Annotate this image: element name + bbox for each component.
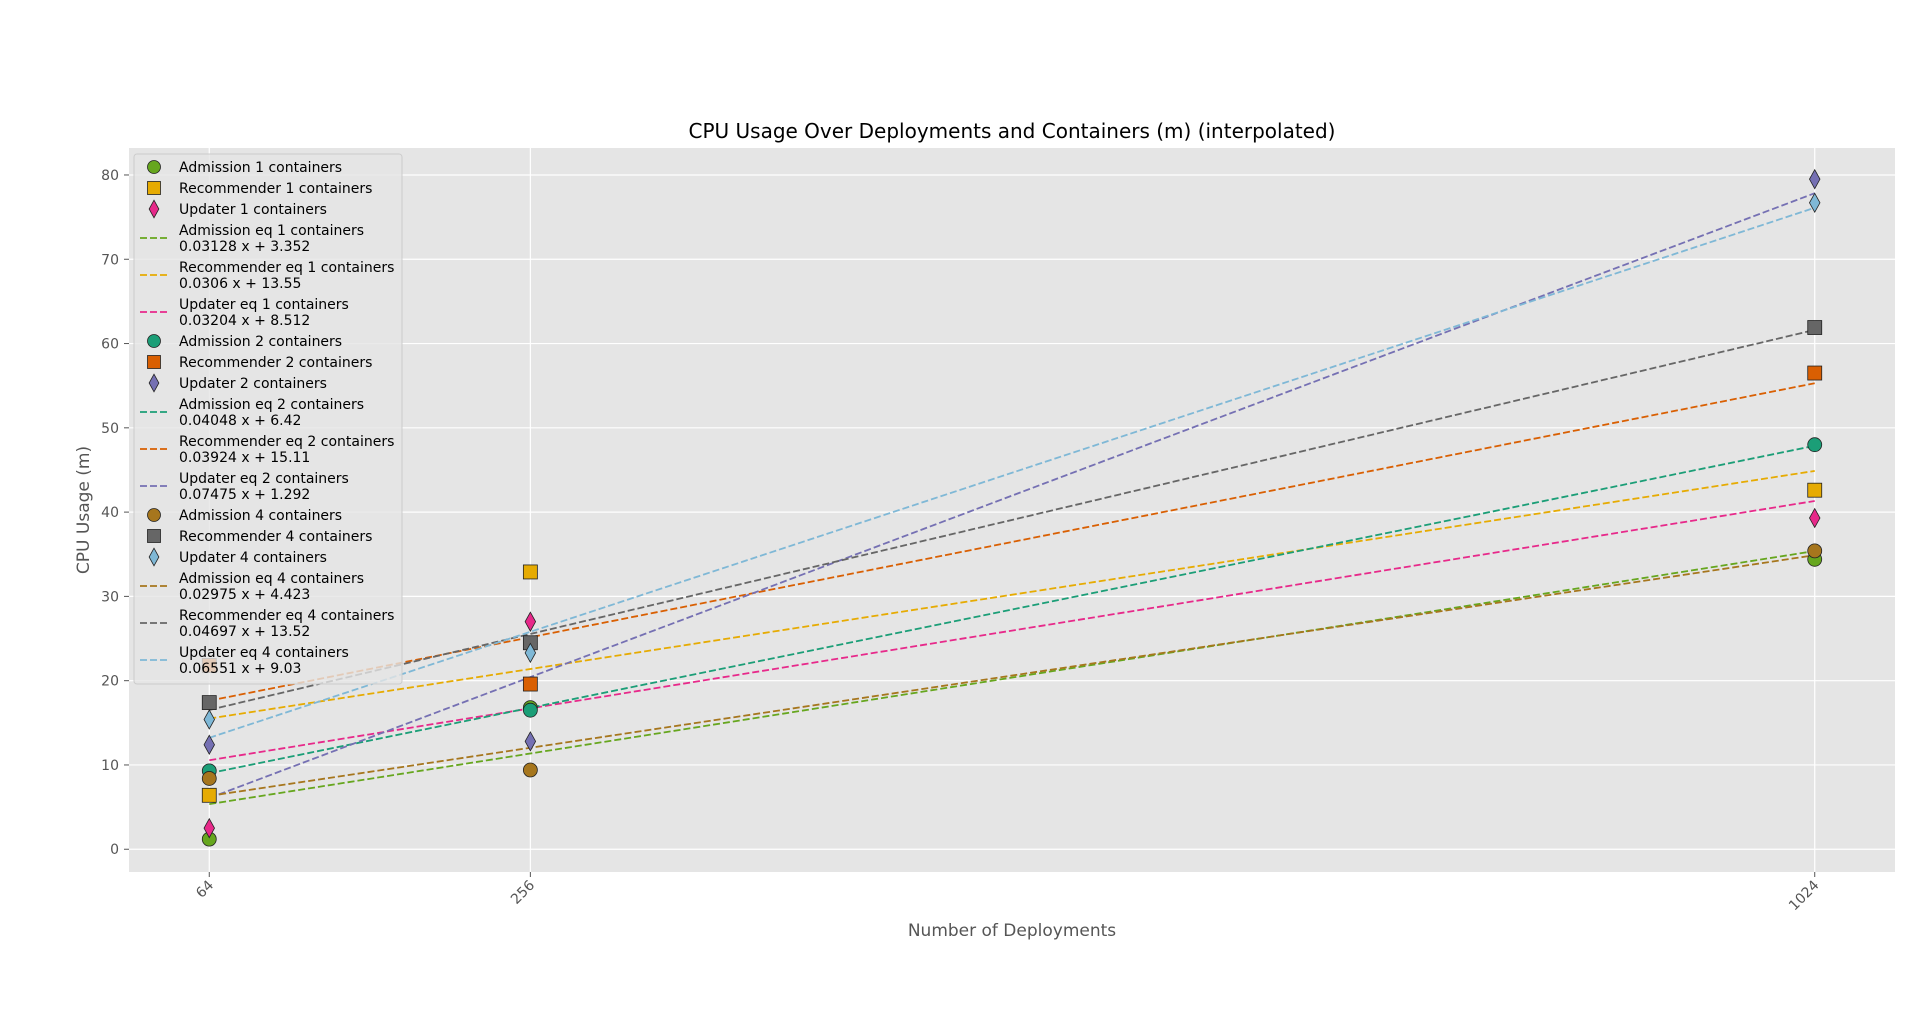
data-point <box>524 731 537 752</box>
fit-line <box>209 470 1815 720</box>
legend-label: Updater eq 1 containers <box>179 297 349 313</box>
legend-equation: 0.02975 x + 4.423 <box>179 587 310 603</box>
legend-label: Updater 1 containers <box>179 202 327 218</box>
y-tick-label: 50 <box>101 421 119 437</box>
x-axis-ticks: 64 256 1024 <box>193 872 1823 914</box>
legend-box <box>133 153 403 685</box>
data-point <box>1809 168 1821 190</box>
legend-marker <box>147 355 161 369</box>
y-tick-label: 10 <box>101 758 119 774</box>
legend-marker <box>148 373 160 393</box>
legend-label: Recommender 1 containers <box>179 181 372 197</box>
legend-marker <box>147 529 161 543</box>
legend-label: Admission 2 containers <box>179 334 342 350</box>
y-tick-label: 30 <box>101 589 119 605</box>
fit-line <box>209 550 1815 806</box>
fit-line <box>208 206 1816 739</box>
x-tick-label: 64 <box>193 877 217 901</box>
legend-label: Admission eq 1 containers <box>179 223 364 239</box>
legend-marker <box>147 334 161 348</box>
data-point <box>524 611 537 632</box>
legend-label: Admission 1 containers <box>179 160 342 176</box>
legend: Admission 1 containers Recommender 1 cont… <box>133 153 403 685</box>
y-tick-label: 0 <box>110 842 119 858</box>
legend-label: Admission 4 containers <box>179 508 342 524</box>
x-axis-label: Number of Deployments <box>908 921 1116 941</box>
legend-label: Admission eq 2 containers <box>179 397 364 413</box>
data-point <box>1809 507 1821 529</box>
data-point <box>203 734 215 756</box>
data-point <box>201 787 217 803</box>
y-tick-label: 70 <box>101 252 119 268</box>
legend-equation: 0.03924 x + 15.11 <box>179 450 310 466</box>
data-point <box>524 642 537 664</box>
legend-equation: 0.04048 x + 6.42 <box>179 413 301 429</box>
legend-equation: 0.04697 x + 13.52 <box>179 624 310 640</box>
legend-marker <box>147 508 161 522</box>
data-point <box>1807 365 1823 381</box>
data-point <box>1807 543 1823 559</box>
chart-title: CPU Usage Over Deployments and Container… <box>688 119 1335 143</box>
legend-label: Recommender 2 containers <box>179 355 372 371</box>
fit-line <box>209 382 1815 702</box>
legend-label: Recommender eq 4 containers <box>179 608 394 624</box>
fit-line <box>209 500 1815 762</box>
legend-equation: 0.03204 x + 8.512 <box>179 313 310 329</box>
data-point <box>1807 320 1823 335</box>
legend-equation: 0.06551 x + 9.03 <box>179 661 301 677</box>
y-axis-label: CPU Usage (m) <box>74 446 94 574</box>
legend-equation: 0.0306 x + 13.55 <box>179 276 301 292</box>
legend-marker <box>147 160 161 174</box>
fit-lines <box>208 192 1816 806</box>
legend-equation: 0.03128 x + 3.352 <box>179 239 310 255</box>
fit-line <box>209 444 1815 775</box>
y-tick-label: 20 <box>101 674 119 690</box>
legend-label: Updater 4 containers <box>179 550 327 566</box>
data-point <box>522 702 538 718</box>
legend-marker <box>148 199 160 219</box>
data-point <box>522 762 538 778</box>
y-tick-label: 40 <box>101 505 119 521</box>
fit-line <box>209 329 1815 711</box>
x-tick-label: 1024 <box>1786 877 1823 914</box>
y-tick-label: 80 <box>101 168 119 184</box>
legend-label: Recommender 4 containers <box>179 529 372 545</box>
plot-area <box>129 148 1895 872</box>
y-tick-label: 60 <box>101 337 119 353</box>
data-point <box>201 771 217 786</box>
legend-marker <box>148 547 160 567</box>
legend-label: Recommender eq 2 containers <box>179 434 394 450</box>
legend-label: Updater eq 2 containers <box>179 471 349 487</box>
data-point <box>522 564 538 580</box>
legend-label: Admission eq 4 containers <box>179 571 364 587</box>
data-point <box>1807 437 1823 453</box>
data-point <box>1809 192 1821 214</box>
y-axis-ticks: 0 10 20 30 40 50 60 70 80 <box>101 168 129 858</box>
legend-label: Recommender eq 1 containers <box>179 260 394 276</box>
legend-label: Updater eq 4 containers <box>179 645 349 661</box>
x-tick-label: 256 <box>508 877 538 907</box>
fit-line <box>208 192 1816 799</box>
legend-marker <box>147 181 161 195</box>
legend-label: Updater 2 containers <box>179 376 327 392</box>
data-markers <box>201 168 1823 847</box>
data-point <box>201 695 217 710</box>
data-point <box>522 676 538 692</box>
data-point <box>203 709 215 730</box>
data-point <box>1807 482 1823 498</box>
legend-equation: 0.07475 x + 1.292 <box>179 487 310 503</box>
data-point <box>203 817 215 839</box>
fit-line <box>209 554 1815 797</box>
